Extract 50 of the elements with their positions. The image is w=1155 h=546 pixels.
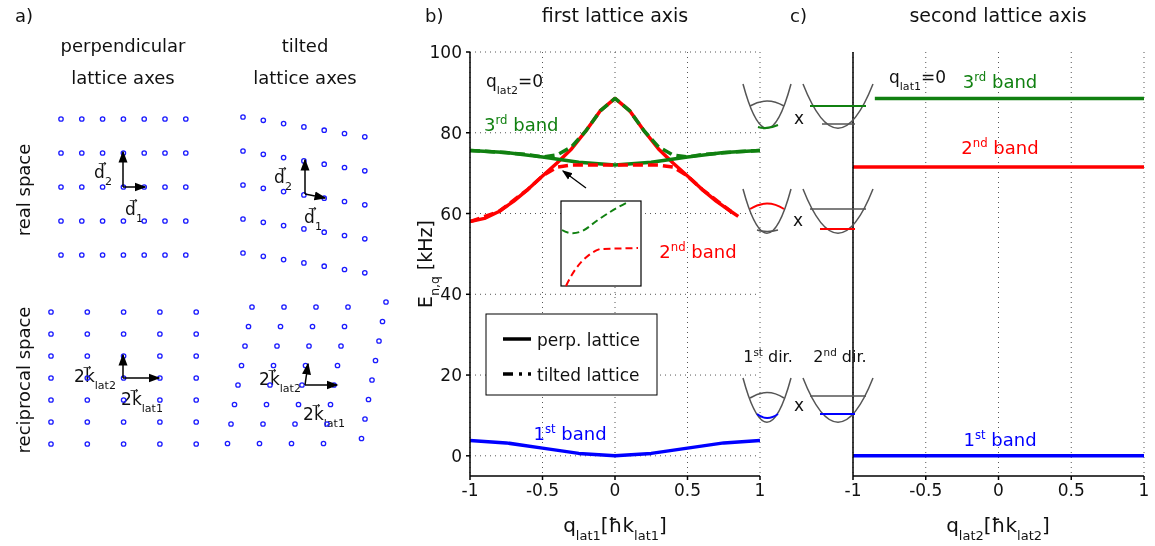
text: d⃗$_{1}$ xyxy=(125,197,143,225)
text: d⃗$_{1}$ xyxy=(304,205,322,233)
annotation: 1$^{st}$ dir. xyxy=(743,346,793,366)
x-tick-label: -0.5 xyxy=(525,480,560,501)
x-tick-label: 1 xyxy=(1138,480,1150,501)
text: perpendicular lattice axes xyxy=(60,35,187,88)
text: x xyxy=(793,108,805,128)
series-label: 3$^{rd}$ band xyxy=(484,113,559,135)
text: d⃗$_{2}$ xyxy=(274,165,292,193)
x-tick-label: 0 xyxy=(993,480,1004,501)
series-label: 2$^{nd}$ band xyxy=(961,136,1039,158)
text: a) xyxy=(15,5,34,26)
chart-title: first lattice axis xyxy=(541,4,689,26)
text: 2k⃗$_{lat1}$ xyxy=(303,402,345,430)
text: tilted lattice axes xyxy=(253,35,357,88)
text: real space xyxy=(13,143,34,237)
line-series xyxy=(470,438,760,458)
text: 2k⃗$_{lat2}$ xyxy=(259,367,301,395)
annotation: perp. lattice xyxy=(537,330,640,350)
annotation: q$_{lat1}$=0 xyxy=(889,67,947,93)
annotation: tilted lattice xyxy=(537,365,640,385)
text: c) xyxy=(790,5,807,26)
series-label: 1$^{st}$ band xyxy=(533,422,607,444)
x-tick-label: 0.5 xyxy=(673,480,702,501)
x-axis-title: q$_{lat2}$[ħk$_{lat2}$] xyxy=(946,513,1050,543)
x-axis-title: q$_{lat1}$[ħk$_{lat1}$] xyxy=(563,513,667,543)
y-tick-label: 80 xyxy=(440,122,462,143)
text: x xyxy=(793,395,805,415)
x-tick-label: -1 xyxy=(461,480,479,501)
y-tick-label: 60 xyxy=(440,203,462,224)
series-label: 1$^{st}$ band xyxy=(963,428,1037,450)
x-tick-label: -0.5 xyxy=(909,480,943,501)
text: x xyxy=(792,210,804,230)
x-tick-label: 1 xyxy=(754,480,766,501)
y-tick-label: 20 xyxy=(440,365,462,386)
chart-title: second lattice axis xyxy=(909,4,1087,26)
x-tick-label: 0.5 xyxy=(1057,480,1085,501)
series-label: 2$^{nd}$ band xyxy=(659,240,737,262)
text: b) xyxy=(425,5,444,26)
y-tick-label: 100 xyxy=(429,42,462,63)
annotation: q$_{lat2}$=0 xyxy=(486,71,544,97)
series-label: 3$^{rd}$ band xyxy=(962,70,1038,92)
text: d⃗$_{2}$ xyxy=(94,160,112,188)
text: 2k⃗$_{lat2}$ xyxy=(74,364,116,392)
y-tick-label: 0 xyxy=(451,445,462,466)
x-tick-label: 0 xyxy=(609,480,621,501)
text: 2k⃗$_{lat1}$ xyxy=(121,387,163,415)
y-tick-label: 40 xyxy=(440,284,462,305)
x-tick-label: -1 xyxy=(844,480,862,501)
text: reciprocal space xyxy=(13,306,34,454)
